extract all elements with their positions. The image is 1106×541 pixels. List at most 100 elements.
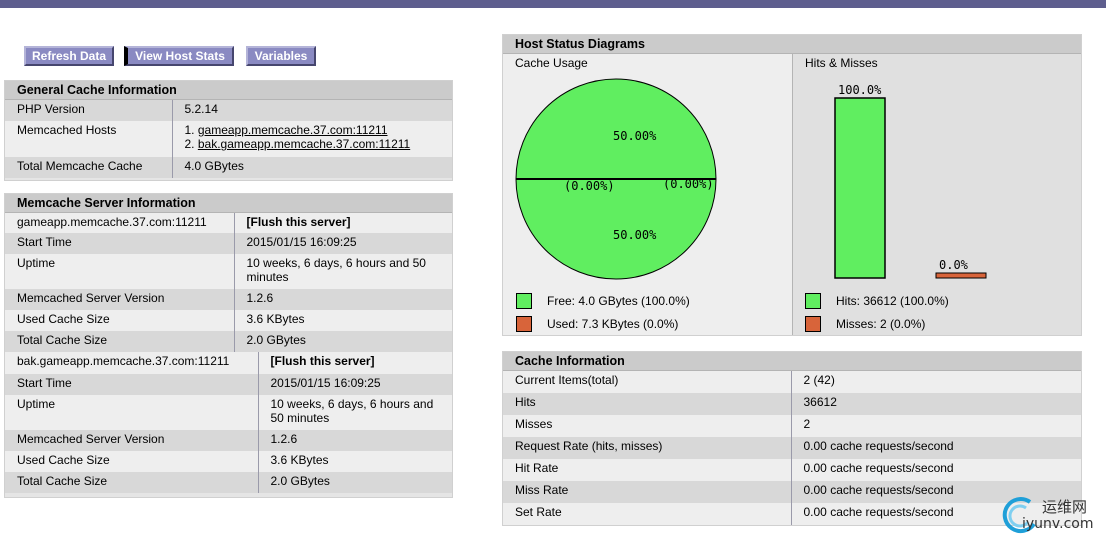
top-bar [0, 0, 1106, 8]
row-label: Hits [503, 393, 791, 415]
free-legend-swatch [516, 293, 532, 309]
row-label: Request Rate (hits, misses) [503, 437, 791, 459]
server-info-title: Memcache Server Information [5, 194, 452, 213]
misses-legend-label: Misses: 2 (0.0%) [836, 317, 925, 331]
table-row: Start Time 2015/01/15 16:09:25 [5, 374, 452, 395]
table-row: Memcached Server Version 1.2.6 [5, 289, 452, 310]
row-label: Misses [503, 415, 791, 437]
table-row: Miss Rate 0.00 cache requests/second [503, 481, 1081, 503]
row-value: 2.0 GBytes [234, 331, 452, 352]
table-row: Hit Rate 0.00 cache requests/second [503, 459, 1081, 481]
row-label: Start Time [5, 374, 258, 395]
row-label: Start Time [5, 233, 234, 254]
row-value: 1.2.6 [234, 289, 452, 310]
server-header-row: bak.gameapp.memcache.37.com:11211 [Flush… [5, 352, 452, 374]
table-row: Total Memcache Cache 4.0 GBytes [5, 157, 452, 178]
watermark-domain-text: iyunv.com [1022, 516, 1093, 532]
general-cache-panel: General Cache Information PHP Version 5.… [4, 80, 453, 181]
view-host-stats-button[interactable]: View Host Stats [124, 46, 234, 66]
table-row: Uptime 10 weeks, 6 days, 6 hours and 50 … [5, 395, 452, 430]
row-label: Total Cache Size [5, 331, 234, 352]
hits-bar-label: 100.0% [838, 83, 882, 97]
total-cache-value: 4.0 GBytes [172, 157, 452, 178]
flush-server-link[interactable]: [Flush this server] [234, 213, 452, 233]
memcached-hosts-value: 1. gameapp.memcache.37.com:11211 2. bak.… [172, 121, 452, 157]
row-value: 1.2.6 [258, 430, 452, 451]
host-status-title: Host Status Diagrams [503, 35, 1081, 54]
table-row: Request Rate (hits, misses) 0.00 cache r… [503, 437, 1081, 459]
php-version-value: 5.2.14 [172, 100, 452, 121]
misses-bar-label: 0.0% [939, 258, 969, 272]
table-row: PHP Version 5.2.14 [5, 100, 452, 121]
server-1-table: gameapp.memcache.37.com:11211 [Flush thi… [5, 213, 452, 352]
cache-info-title: Cache Information [503, 352, 1081, 371]
row-value: 2 (42) [791, 371, 1081, 393]
general-cache-title: General Cache Information [5, 81, 452, 100]
host-link-2[interactable]: bak.gameapp.memcache.37.com:11211 [198, 137, 410, 151]
table-row: Memcached Hosts 1. gameapp.memcache.37.c… [5, 121, 452, 157]
row-label: PHP Version [5, 100, 172, 121]
host-status-panel: Host Status Diagrams Cache Usage 50.00% … [502, 34, 1082, 336]
general-cache-table: PHP Version 5.2.14 Memcached Hosts 1. ga… [5, 100, 452, 178]
row-label: Current Items(total) [503, 371, 791, 393]
server-header-row: gameapp.memcache.37.com:11211 [Flush thi… [5, 213, 452, 233]
table-row: Used Cache Size 3.6 KBytes [5, 451, 452, 472]
hits-bar [835, 98, 885, 278]
table-row: Used Cache Size 3.6 KBytes [5, 310, 452, 331]
table-row: Uptime 10 weeks, 6 days, 6 hours and 50 … [5, 254, 452, 289]
row-label: Memcached Server Version [5, 289, 234, 310]
row-value: 36612 [791, 393, 1081, 415]
row-label: Total Memcache Cache [5, 157, 172, 178]
cache-usage-pie-chart: 50.00% 50.00% (0.00%) (0.00%) [503, 54, 792, 335]
table-row: Memcached Server Version 1.2.6 [5, 430, 452, 451]
row-value: 10 weeks, 6 days, 6 hours and 50 minutes [234, 254, 452, 289]
row-value: 3.6 KBytes [258, 451, 452, 472]
cache-info-table: Current Items(total) 2 (42) Hits 36612 M… [503, 371, 1081, 525]
row-value: 10 weeks, 6 days, 6 hours and 50 minutes [258, 395, 452, 430]
row-label: Uptime [5, 395, 258, 430]
server-host: gameapp.memcache.37.com:11211 [5, 213, 234, 233]
used-legend-label: Used: 7.3 KBytes (0.0%) [547, 317, 678, 331]
flush-server-link[interactable]: [Flush this server] [258, 352, 452, 374]
watermark-cn-text: 运维网 [1042, 496, 1087, 517]
table-row: Start Time 2015/01/15 16:09:25 [5, 233, 452, 254]
server-info-panel: Memcache Server Information gameapp.memc… [4, 193, 453, 498]
watermark-logo: 运维网 iyunv.com [1000, 494, 1104, 538]
server-host: bak.gameapp.memcache.37.com:11211 [5, 352, 258, 374]
row-label: Total Cache Size [5, 472, 258, 493]
row-value: 0.00 cache requests/second [791, 437, 1081, 459]
host-link-1[interactable]: gameapp.memcache.37.com:11211 [198, 123, 388, 137]
row-label: Miss Rate [503, 481, 791, 503]
hits-misses-bar-chart: 100.0% 0.0% [793, 54, 1081, 335]
misses-bar [936, 273, 986, 278]
misses-legend-swatch [805, 316, 821, 332]
row-label: Hit Rate [503, 459, 791, 481]
row-value: 2 [791, 415, 1081, 437]
row-label: Memcached Server Version [5, 430, 258, 451]
hits-misses-cell: Hits & Misses 100.0% 0.0% Hits: 36612 (1… [793, 54, 1081, 335]
host-index: 1. [185, 123, 198, 137]
table-row: Total Cache Size 2.0 GBytes [5, 331, 452, 352]
hits-legend-label: Hits: 36612 (100.0%) [836, 294, 949, 308]
pie-label-bottom: 50.00% [613, 228, 657, 242]
used-legend-swatch [516, 316, 532, 332]
pie-label-left-zero: (0.00%) [564, 179, 615, 193]
row-value: 2015/01/15 16:09:25 [258, 374, 452, 395]
table-row: Set Rate 0.00 cache requests/second [503, 503, 1081, 525]
table-row: Current Items(total) 2 (42) [503, 371, 1081, 393]
row-label: Used Cache Size [5, 310, 234, 331]
table-row: Misses 2 [503, 415, 1081, 437]
row-value: 2.0 GBytes [258, 472, 452, 493]
variables-button[interactable]: Variables [246, 46, 316, 66]
cache-info-panel: Cache Information Current Items(total) 2… [502, 351, 1082, 526]
row-value: 2015/01/15 16:09:25 [234, 233, 452, 254]
hits-legend-swatch [805, 293, 821, 309]
row-label: Uptime [5, 254, 234, 289]
row-label: Memcached Hosts [5, 121, 172, 157]
refresh-data-button[interactable]: Refresh Data [24, 46, 114, 66]
host-index: 2. [185, 137, 198, 151]
cache-usage-cell: Cache Usage 50.00% 50.00% (0.00%) (0.00%… [503, 54, 793, 335]
row-value: 3.6 KBytes [234, 310, 452, 331]
free-legend-label: Free: 4.0 GBytes (100.0%) [547, 294, 690, 308]
server-2-table: bak.gameapp.memcache.37.com:11211 [Flush… [5, 352, 452, 493]
